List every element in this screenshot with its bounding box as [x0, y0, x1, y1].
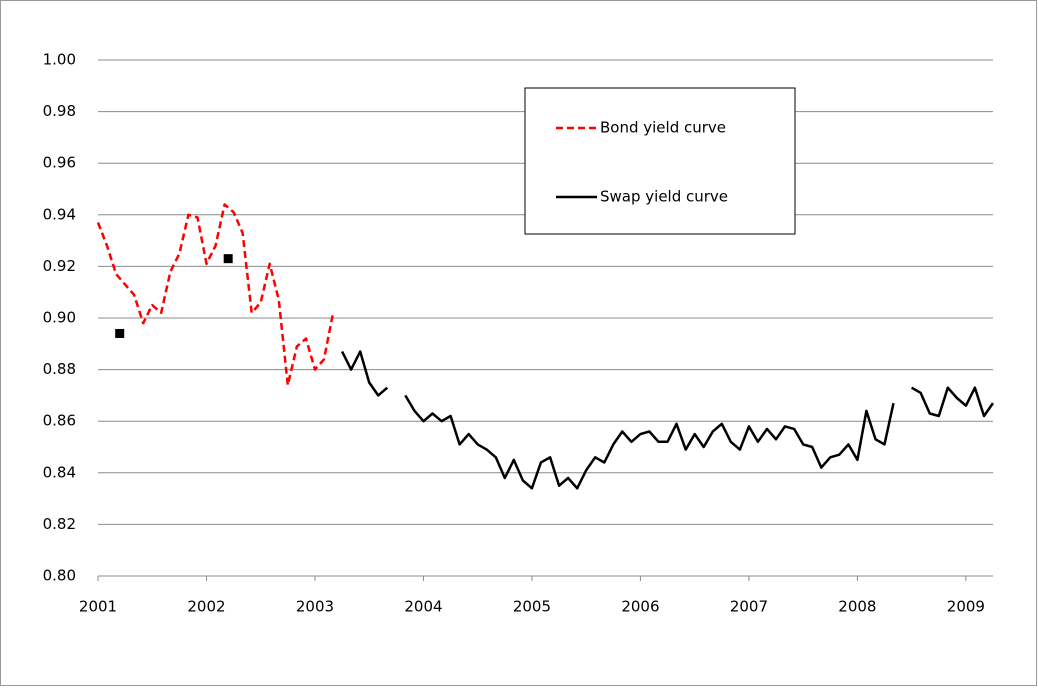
marker: [115, 328, 125, 338]
x-tick-label: 2008: [838, 598, 876, 616]
y-tick-label: 0.86: [43, 412, 76, 430]
marker: [223, 254, 233, 264]
series-line: [96, 203, 335, 387]
legend-box: [524, 87, 796, 235]
x-tick-label: 2004: [404, 598, 442, 616]
y-tick-label: 0.80: [43, 567, 76, 585]
legend-label: Swap yield curve: [600, 188, 728, 206]
y-tick-label: 0.96: [43, 154, 76, 172]
y-tick-label: 0.82: [43, 515, 76, 533]
x-tick-label: 2001: [79, 598, 117, 616]
y-tick-label: 0.92: [43, 257, 76, 275]
legend-label: Bond yield curve: [600, 119, 726, 137]
y-tick-label: 1.00: [43, 51, 76, 69]
x-tick-label: 2006: [621, 598, 659, 616]
y-tick-label: 0.90: [43, 309, 76, 327]
y-tick-label: 0.84: [43, 463, 76, 481]
x-tick-label: 2005: [513, 598, 551, 616]
y-tick-label: 0.94: [43, 205, 76, 223]
y-tick-label: 0.98: [43, 102, 76, 120]
series-line: [340, 350, 995, 490]
x-tick-label: 2007: [730, 598, 768, 616]
x-tick-label: 2003: [296, 598, 334, 616]
x-tick-label: 2002: [187, 598, 225, 616]
x-tick-label: 2009: [947, 598, 985, 616]
y-tick-label: 0.88: [43, 360, 76, 378]
